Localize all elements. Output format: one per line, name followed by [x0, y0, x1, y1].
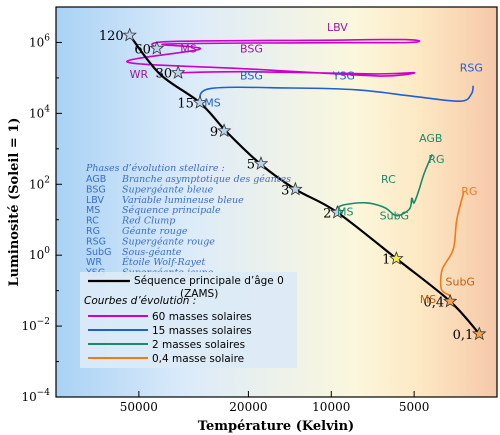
x-tick-label: 20000	[229, 400, 267, 414]
phase-label: BSG	[240, 70, 263, 83]
evolution-curve	[199, 85, 474, 104]
plot-frame	[55, 6, 498, 398]
phase-legend-desc: Supergéante rouge	[122, 236, 215, 247]
y-tick-label: 106	[29, 33, 50, 49]
y-tick-label: 10−2	[21, 317, 50, 333]
phase-legend-title: Phases d’évolution stellaire :	[85, 163, 225, 174]
phase-label: RG	[428, 153, 444, 166]
x-axis-title: Température (Kelvin)	[198, 419, 354, 434]
x-tick-label: 5000	[399, 400, 430, 414]
star-mass-label: 3	[281, 183, 289, 198]
y-tick-label: 104	[29, 104, 50, 120]
phase-legend-desc: Étoile Wolf-Rayet	[121, 256, 205, 268]
phase-legend-abbr: RSG	[86, 236, 106, 247]
star-mass-label: 9	[210, 125, 218, 140]
key-curve-label: 60 masses solaires	[152, 311, 252, 323]
phase-label: SubG	[446, 275, 475, 288]
phase-labels: LBV MS BSG WR BSG YSG RSG MS AGB RG RC SubG MS RG SubG…	[130, 21, 483, 306]
phase-label: RG	[461, 185, 477, 198]
star-marker	[472, 326, 487, 341]
phase-label: MS	[337, 206, 353, 219]
phase-legend: Phases d’évolution stellaire : AGB Branch…	[85, 163, 291, 279]
phase-label: WR	[130, 68, 149, 81]
key-curve-label: 15 masses solaires	[152, 325, 252, 337]
y-tick-label: 100	[29, 246, 50, 262]
phase-label: MS	[420, 293, 436, 306]
key-curves-title: Courbes d’évolution :	[84, 295, 196, 307]
star-marker	[389, 250, 404, 265]
star-marker	[330, 204, 345, 219]
x-tick-label: 10000	[312, 400, 350, 414]
phase-legend-abbr: BSG	[86, 184, 106, 195]
phase-legend-abbr: AGB	[86, 174, 106, 185]
star-mass-label: 2	[323, 206, 331, 221]
key-zams-line1: Séquence principale d’âge 0	[134, 275, 284, 287]
phase-legend-abbr: MS	[86, 205, 100, 216]
phase-legend-abbr: RG	[86, 226, 100, 237]
star-marker	[192, 95, 208, 109]
star-marker	[149, 40, 165, 55]
phase-label: RC	[381, 173, 396, 186]
phase-legend-abbr: RC	[86, 216, 99, 227]
key-zams-line2: (ZAMS)	[180, 288, 218, 300]
phase-legend-abbr: WR	[86, 257, 102, 268]
star-mass-label: 0,4	[423, 295, 444, 310]
phase-legend-desc: Sous-géante	[122, 247, 182, 258]
star-marker	[288, 181, 303, 196]
phase-label: MS	[180, 43, 196, 56]
star-mass-label: 0,1	[453, 328, 474, 343]
evolution-curve	[126, 38, 421, 77]
star-mass-label: 30	[156, 67, 173, 82]
star-marker	[442, 293, 458, 308]
star-marker	[216, 123, 232, 138]
key-curve-label: 0,4 masse solaire	[152, 353, 244, 365]
phase-label: AGB	[419, 132, 442, 145]
phase-label: LBV	[327, 21, 348, 34]
axes: 10−4 10−2 100 102 104 106 50000 20000 10000 5000	[21, 6, 498, 414]
phase-label: MS	[204, 97, 220, 110]
zams-curve	[128, 34, 481, 335]
zams-line	[128, 34, 481, 335]
star-mass-label: 60	[134, 42, 151, 57]
phase-legend-desc: Branche asymptotique des géantes	[121, 174, 291, 185]
star-mass-label: 5	[247, 158, 255, 173]
star-markers: 120 60 30 15 9 5 3 2 1 0,4 0,1	[99, 27, 487, 343]
star-mass-label: 15	[177, 97, 194, 112]
evolution-curve	[336, 153, 433, 217]
curve-key-box	[80, 272, 297, 368]
star-marker	[122, 27, 137, 42]
star-mass-label: 120	[99, 29, 124, 44]
phase-label: SubG	[380, 210, 409, 223]
x-tick-label: 50000	[120, 400, 158, 414]
phase-label: RSG	[460, 62, 483, 75]
phase-legend-desc: Séquence principale	[122, 205, 221, 216]
star-mass-label: 1	[382, 253, 390, 268]
phase-legend-desc: Variable lumineuse bleue	[122, 195, 244, 206]
y-tick-label: 102	[29, 175, 50, 191]
phase-legend-desc: Red Clump	[121, 216, 175, 227]
star-marker	[170, 65, 186, 79]
key-curve-label: 2 masses solaires	[152, 339, 245, 351]
curve-key: Séquence principale d’âge 0 (ZAMS) Courb…	[80, 272, 297, 368]
star-marker	[253, 156, 269, 170]
phase-legend-desc: Géante rouge	[122, 226, 188, 237]
phase-legend-desc: Supergéante bleue	[122, 184, 214, 195]
y-tick-label: 10−4	[21, 388, 50, 404]
phase-label: YSG	[332, 70, 355, 83]
phase-legend-abbr: SubG	[86, 247, 111, 258]
y-axis-title: Luminosité (Soleil = 1)	[7, 118, 22, 287]
phase-legend-abbr: LBV	[86, 195, 105, 206]
phase-label: BSG	[240, 43, 263, 56]
